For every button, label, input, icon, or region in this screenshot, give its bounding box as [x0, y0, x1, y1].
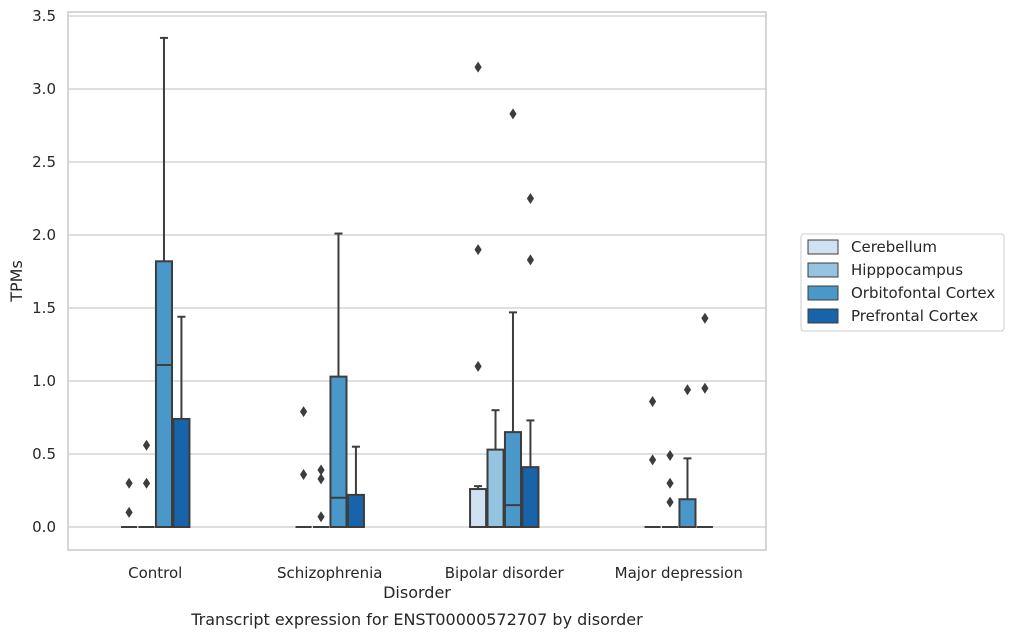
legend: Cerebellum Hipppocampus Orbitofontal Corte…	[800, 233, 1005, 332]
x-tick-labels: Control Schizophrenia Bipolar disorder Majo…	[128, 564, 743, 582]
y-axis-label: TPMs	[7, 260, 26, 303]
y-tick-label: 2.5	[32, 153, 56, 171]
x-tick-label: Major depression	[615, 564, 743, 582]
box-0-2	[469, 485, 488, 529]
outlier-point	[666, 496, 674, 508]
box-3-2	[521, 419, 540, 529]
legend-label: Orbitofontal Cortex	[851, 284, 995, 302]
box-body	[486, 448, 505, 528]
outlier-point	[509, 108, 517, 120]
box-body	[154, 260, 174, 528]
legend-swatch	[807, 308, 839, 324]
outlier-point	[317, 473, 325, 485]
outlier-point	[648, 395, 657, 407]
box-body	[521, 466, 540, 529]
box-body	[172, 417, 191, 528]
y-tick-label: 1.0	[32, 372, 56, 390]
box-1-2	[486, 409, 505, 528]
plot-frame	[67, 11, 767, 551]
y-tick-label: 0.0	[32, 518, 56, 536]
box-2-1	[329, 232, 348, 528]
outlier-point	[299, 406, 308, 418]
box-2-0	[154, 36, 174, 528]
box-body	[469, 488, 488, 529]
legend-swatch	[807, 239, 839, 255]
y-tick-label: 3.5	[32, 7, 56, 25]
outlier-point	[317, 511, 325, 523]
outlier-point	[701, 382, 709, 394]
x-axis-label: Disorder	[383, 583, 451, 602]
legend-label: Cerebellum	[851, 238, 937, 256]
outlier-point	[125, 506, 133, 518]
outlier-point	[701, 312, 709, 324]
outlier-point	[474, 244, 482, 256]
outlier-point	[526, 193, 535, 204]
box-body	[329, 375, 348, 528]
chart-title: Transcript expression for ENST0000057270…	[190, 610, 643, 629]
outlier-point	[474, 61, 482, 73]
outlier-point	[666, 477, 674, 489]
box-3-1	[346, 445, 365, 529]
y-tick-label: 1.5	[32, 299, 56, 317]
outlier-point	[125, 477, 133, 489]
outlier-point	[666, 449, 674, 461]
box-body	[678, 498, 697, 529]
x-tick-label: Bipolar disorder	[445, 564, 565, 582]
y-tick-label: 0.5	[32, 445, 56, 463]
y-tick-labels: 0.0 0.5 1.0 1.5 2.0 2.5 3.0 3.5	[32, 7, 56, 536]
legend-swatch	[807, 285, 839, 301]
boxes	[121, 36, 713, 529]
outlier-point	[648, 454, 657, 466]
legend-swatch	[807, 262, 839, 278]
outlier-point	[474, 360, 482, 372]
box-3-0	[172, 315, 191, 528]
y-tick-label: 3.0	[32, 80, 56, 98]
x-tick-label: Schizophrenia	[277, 564, 382, 582]
legend-label: Prefrontal Cortex	[851, 307, 978, 325]
legend-frame	[800, 233, 1005, 332]
outlier-point	[142, 439, 151, 451]
outlier-point	[299, 468, 308, 480]
outlier-point	[317, 464, 325, 476]
legend-items: Cerebellum Hipppocampus Orbitofontal Corte…	[807, 238, 995, 325]
outlier-point	[683, 384, 692, 396]
outlier-points	[125, 61, 709, 523]
legend-label: Hipppocampus	[851, 261, 963, 279]
y-tick-label: 2.0	[32, 226, 56, 244]
x-tick-label: Control	[128, 564, 182, 582]
box-2-3	[678, 457, 697, 529]
outlier-point	[142, 477, 151, 489]
box-2-2	[503, 311, 523, 529]
box-body	[346, 493, 365, 529]
box-body	[503, 431, 523, 529]
outlier-point	[526, 254, 535, 266]
